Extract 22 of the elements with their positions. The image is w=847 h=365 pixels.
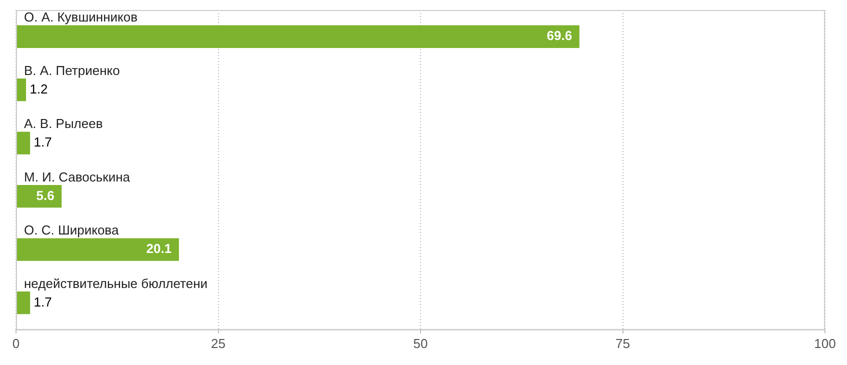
- data-label: 1.2: [30, 81, 48, 96]
- y-tick-label: недействительные бюллетени: [24, 276, 208, 291]
- data-label: 69.6: [546, 28, 572, 44]
- data-label: 1.7: [34, 294, 52, 310]
- y-tick-label: О. С. Ширикова: [24, 222, 120, 238]
- y-tick-label: М. И. Савоськина: [24, 169, 131, 184]
- data-label: 5.6: [36, 188, 54, 203]
- x-tick-label: 50: [413, 336, 428, 351]
- bar: [16, 132, 30, 154]
- bar: [16, 78, 26, 102]
- y-tick-label: В. А. Петриенко: [24, 62, 120, 78]
- x-tick-label: 0: [12, 336, 20, 351]
- bar: [16, 291, 30, 314]
- data-label: 1.7: [34, 134, 52, 150]
- x-tick-label: 25: [211, 336, 226, 351]
- x-tick-label: 75: [616, 336, 630, 351]
- bar: [16, 238, 179, 261]
- x-tick-label: 100: [814, 336, 836, 351]
- bar: [16, 25, 580, 48]
- y-tick-label: О. А. Кувшинников: [24, 10, 138, 25]
- data-label: 20.1: [146, 241, 172, 256]
- y-tick-label: А. В. Рылеев: [24, 116, 103, 132]
